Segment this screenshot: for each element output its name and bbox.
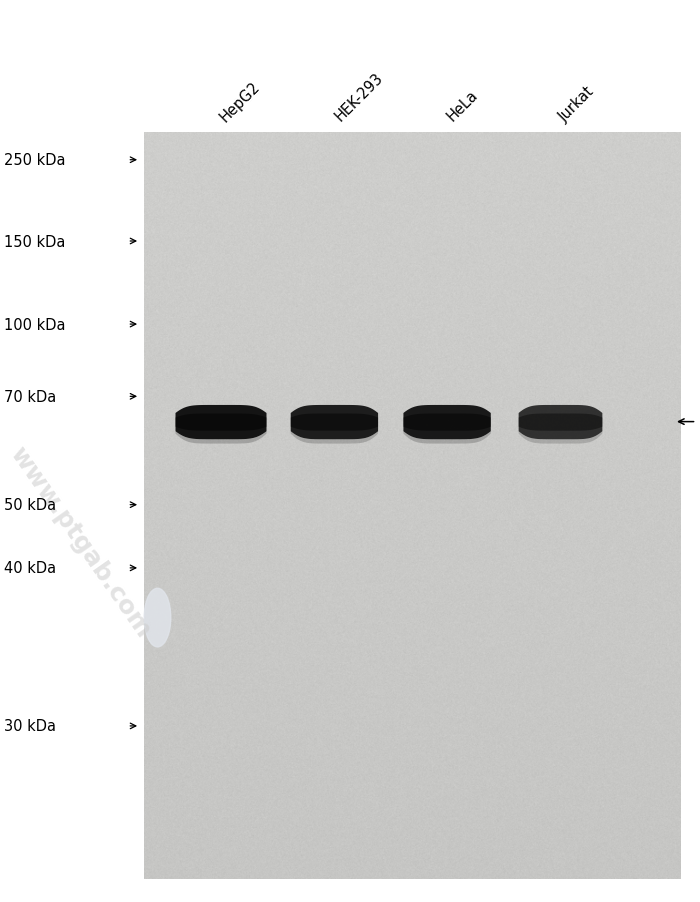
Text: HepG2: HepG2 bbox=[217, 78, 263, 124]
Text: Jurkat: Jurkat bbox=[556, 84, 598, 124]
Text: 70 kDa: 70 kDa bbox=[4, 390, 56, 404]
Text: 100 kDa: 100 kDa bbox=[4, 318, 65, 332]
Text: 40 kDa: 40 kDa bbox=[4, 561, 55, 575]
Text: 150 kDa: 150 kDa bbox=[4, 235, 65, 249]
Text: HEK-293: HEK-293 bbox=[332, 70, 386, 124]
Text: 30 kDa: 30 kDa bbox=[4, 719, 55, 733]
Text: 50 kDa: 50 kDa bbox=[4, 498, 55, 512]
Text: HeLa: HeLa bbox=[444, 87, 481, 124]
Ellipse shape bbox=[144, 589, 171, 648]
Text: www.ptgab.com: www.ptgab.com bbox=[6, 441, 155, 641]
Text: 250 kDa: 250 kDa bbox=[4, 153, 65, 168]
